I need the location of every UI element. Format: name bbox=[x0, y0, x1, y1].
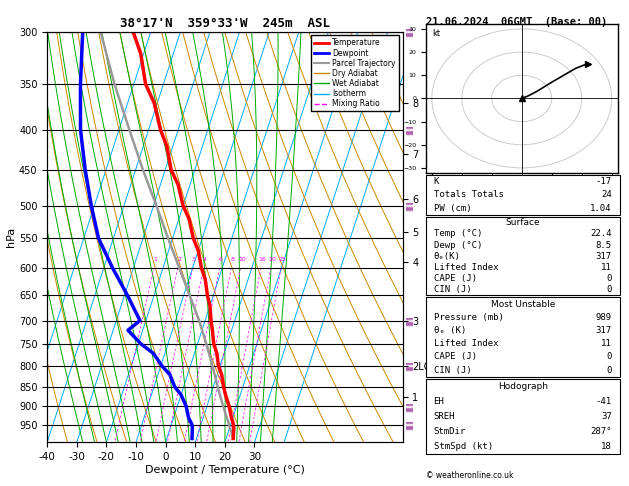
Text: Dewp (°C): Dewp (°C) bbox=[433, 241, 482, 249]
Text: 37: 37 bbox=[601, 412, 612, 421]
Text: 317: 317 bbox=[596, 326, 612, 335]
Text: 11: 11 bbox=[601, 263, 612, 272]
Text: θₑ (K): θₑ (K) bbox=[433, 326, 466, 335]
Text: CAPE (J): CAPE (J) bbox=[433, 352, 477, 362]
Text: ‖‖‖: ‖‖‖ bbox=[406, 315, 414, 326]
Text: 20: 20 bbox=[268, 257, 276, 262]
FancyBboxPatch shape bbox=[426, 297, 620, 377]
Text: 2: 2 bbox=[177, 257, 181, 262]
Text: Totals Totals: Totals Totals bbox=[433, 191, 503, 199]
Text: Most Unstable: Most Unstable bbox=[491, 299, 555, 309]
Text: 24: 24 bbox=[601, 191, 612, 199]
Text: K: K bbox=[433, 177, 439, 186]
Text: ‖‖‖: ‖‖‖ bbox=[406, 124, 414, 135]
Text: -41: -41 bbox=[596, 397, 612, 406]
Text: 4: 4 bbox=[203, 257, 207, 262]
Text: 16: 16 bbox=[258, 257, 266, 262]
FancyBboxPatch shape bbox=[426, 175, 620, 215]
Legend: Temperature, Dewpoint, Parcel Trajectory, Dry Adiabat, Wet Adiabat, Isotherm, Mi: Temperature, Dewpoint, Parcel Trajectory… bbox=[311, 35, 399, 111]
Text: ‖‖‖: ‖‖‖ bbox=[406, 361, 414, 371]
Text: 1: 1 bbox=[153, 257, 157, 262]
FancyBboxPatch shape bbox=[426, 379, 620, 454]
Text: 6: 6 bbox=[219, 257, 223, 262]
Text: CIN (J): CIN (J) bbox=[433, 285, 471, 294]
Text: StmDir: StmDir bbox=[433, 427, 466, 436]
Text: SREH: SREH bbox=[433, 412, 455, 421]
Text: 8.5: 8.5 bbox=[596, 241, 612, 249]
Text: 1.04: 1.04 bbox=[590, 204, 612, 213]
Text: PW (cm): PW (cm) bbox=[433, 204, 471, 213]
Text: 22.4: 22.4 bbox=[590, 229, 612, 239]
Text: 10: 10 bbox=[238, 257, 246, 262]
Y-axis label: hPa: hPa bbox=[6, 227, 16, 247]
Text: -17: -17 bbox=[596, 177, 612, 186]
Text: 0: 0 bbox=[606, 352, 612, 362]
Text: Pressure (mb): Pressure (mb) bbox=[433, 312, 503, 322]
Title: 38°17'N  359°33'W  245m  ASL: 38°17'N 359°33'W 245m ASL bbox=[120, 17, 330, 31]
Text: ‖‖‖: ‖‖‖ bbox=[406, 26, 414, 37]
Text: Lifted Index: Lifted Index bbox=[433, 263, 498, 272]
Text: 0: 0 bbox=[606, 365, 612, 375]
Text: CIN (J): CIN (J) bbox=[433, 365, 471, 375]
Text: 0: 0 bbox=[606, 285, 612, 294]
Text: 3: 3 bbox=[192, 257, 196, 262]
Text: 18: 18 bbox=[601, 442, 612, 451]
Text: 8: 8 bbox=[230, 257, 235, 262]
Text: EH: EH bbox=[433, 397, 444, 406]
Text: 287°: 287° bbox=[590, 427, 612, 436]
X-axis label: Dewpoint / Temperature (°C): Dewpoint / Temperature (°C) bbox=[145, 465, 305, 475]
Text: 317: 317 bbox=[596, 252, 612, 260]
Text: Temp (°C): Temp (°C) bbox=[433, 229, 482, 239]
Text: CAPE (J): CAPE (J) bbox=[433, 274, 477, 283]
Text: kt: kt bbox=[432, 29, 440, 38]
Text: ‖‖‖: ‖‖‖ bbox=[406, 419, 414, 430]
Text: 25: 25 bbox=[278, 257, 286, 262]
Text: © weatheronline.co.uk: © weatheronline.co.uk bbox=[426, 471, 513, 480]
Text: Hodograph: Hodograph bbox=[498, 382, 548, 391]
Text: Lifted Index: Lifted Index bbox=[433, 339, 498, 348]
Text: ‖‖‖: ‖‖‖ bbox=[406, 201, 414, 211]
Text: 11: 11 bbox=[601, 339, 612, 348]
Text: 989: 989 bbox=[596, 312, 612, 322]
Y-axis label: km
ASL: km ASL bbox=[439, 228, 460, 246]
Text: StmSpd (kt): StmSpd (kt) bbox=[433, 442, 493, 451]
Text: 21.06.2024  06GMT  (Base: 00): 21.06.2024 06GMT (Base: 00) bbox=[426, 17, 607, 27]
Text: θₑ(K): θₑ(K) bbox=[433, 252, 460, 260]
Text: 0: 0 bbox=[606, 274, 612, 283]
FancyBboxPatch shape bbox=[426, 217, 620, 295]
Text: Surface: Surface bbox=[505, 218, 540, 227]
Text: ‖‖‖: ‖‖‖ bbox=[406, 401, 414, 412]
